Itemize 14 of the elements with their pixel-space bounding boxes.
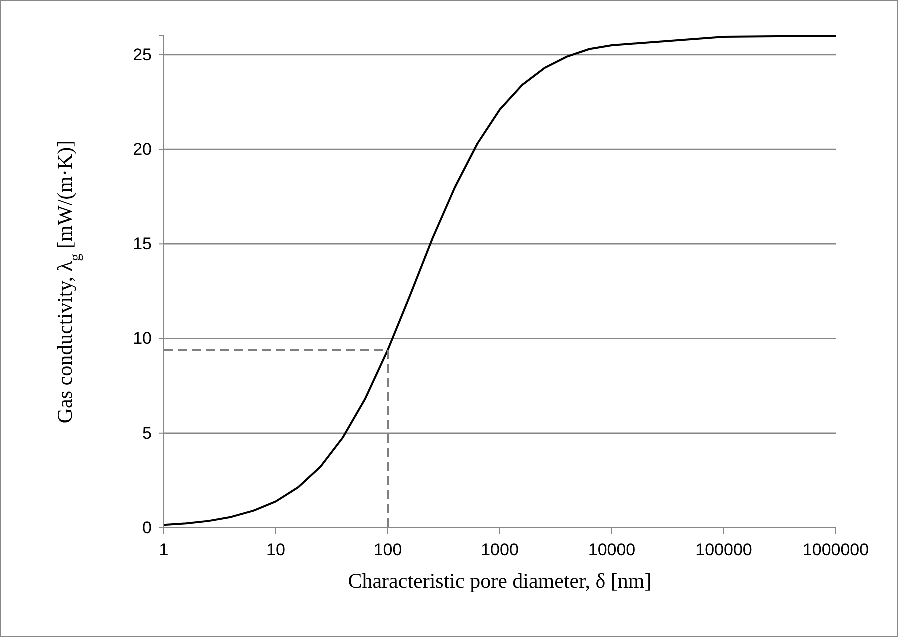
y-tick-label: 20 [133,140,152,159]
x-tick-label: 100000 [696,540,752,560]
x-tick-label: 100 [374,540,402,560]
x-tick-label: 1000000 [802,540,870,560]
x-tick-label: 1000 [481,540,519,560]
x-tick-label: 1 [159,540,169,560]
y-tick-label: 10 [133,329,152,348]
y-tick-label: 0 [142,518,152,538]
x-tick-label: 10 [266,540,286,560]
y-tick-label: 5 [142,424,152,443]
y-tick-label: 25 [133,45,152,64]
x-axis-title: Characteristic pore diameter, δ [nm] [348,569,652,593]
y-tick-label: 15 [133,234,152,254]
x-tick-label: 10000 [588,540,636,560]
